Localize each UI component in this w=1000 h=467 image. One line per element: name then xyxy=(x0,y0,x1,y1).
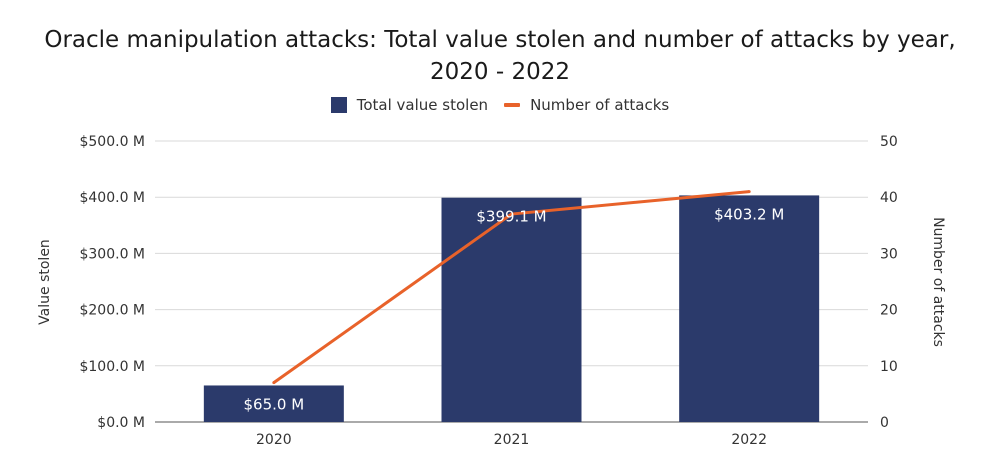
y-tick-label-right: 10 xyxy=(880,359,898,375)
attacks-point xyxy=(510,212,513,216)
chart-title: Oracle manipulation attacks: Total value… xyxy=(0,24,1000,88)
bar xyxy=(203,385,344,422)
legend-item-value-stolen: Total value stolen xyxy=(330,96,489,114)
chart-legend: Total value stolen Number of attacks xyxy=(0,96,1000,114)
bar xyxy=(679,195,820,422)
y-tick-label-left: $0.0 M xyxy=(97,415,145,431)
bar-data-label: $399.1 M xyxy=(476,208,546,226)
y-tick-label-right: 30 xyxy=(880,246,898,262)
y-tick-label-left: $500.0 M xyxy=(79,134,145,150)
legend-bar-swatch xyxy=(330,97,347,113)
x-tick-label: 2020 xyxy=(256,432,292,448)
y-axis-left-title: Value stolen xyxy=(36,238,53,325)
x-tick-label: 2021 xyxy=(494,432,530,448)
bar-data-label: $65.0 M xyxy=(244,395,305,413)
bar xyxy=(441,197,582,422)
legend-line-swatch xyxy=(504,103,521,107)
y-tick-label-right: 50 xyxy=(880,134,898,150)
x-tick-label: 2022 xyxy=(731,432,767,448)
chart-title-line-2: 2020 - 2022 xyxy=(430,59,570,85)
y-tick-label-left: $100.0 M xyxy=(79,359,145,375)
y-tick-label-right: 40 xyxy=(880,190,898,206)
y-tick-label-right: 0 xyxy=(880,415,889,431)
legend-label-attacks: Number of attacks xyxy=(530,96,670,114)
y-tick-label-left: $200.0 M xyxy=(79,303,145,319)
bar-data-label: $403.2 M xyxy=(714,205,784,223)
legend-item-attacks: Number of attacks xyxy=(504,96,669,114)
y-tick-label-right: 20 xyxy=(880,303,898,319)
attacks-point xyxy=(747,190,751,194)
y-tick-label-left: $300.0 M xyxy=(79,246,145,262)
attacks-point xyxy=(272,381,276,385)
chart-title-line-1: Oracle manipulation attacks: Total value… xyxy=(44,27,956,53)
legend-label-value-stolen: Total value stolen xyxy=(356,96,489,114)
y-tick-label-left: $400.0 M xyxy=(79,190,145,206)
y-axis-right-title: Number of attacks xyxy=(929,216,946,347)
